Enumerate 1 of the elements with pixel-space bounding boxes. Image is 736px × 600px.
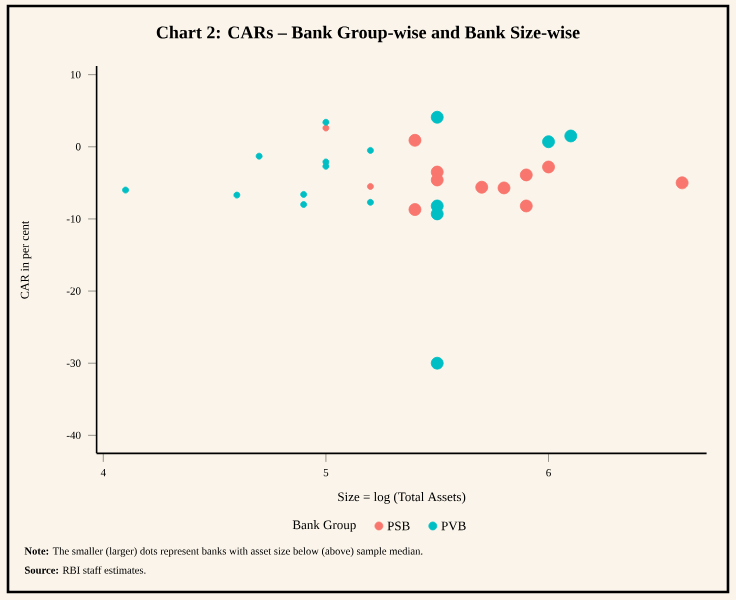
chart-title: Chart 2: CARs – Bank Group-wise and Bank Size-wise: [156, 25, 580, 43]
